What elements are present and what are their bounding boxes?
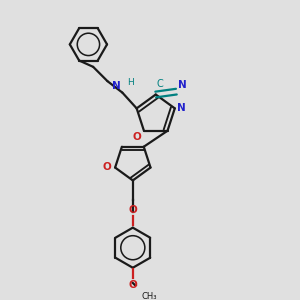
Text: N: N (177, 103, 186, 113)
Text: O: O (103, 162, 112, 172)
Text: O: O (128, 280, 137, 290)
Text: O: O (133, 132, 142, 142)
Text: O: O (128, 205, 137, 215)
Text: H: H (128, 79, 134, 88)
Text: N: N (178, 80, 187, 90)
Text: N: N (112, 81, 121, 91)
Text: CH₃: CH₃ (142, 292, 158, 300)
Text: C: C (157, 80, 164, 89)
